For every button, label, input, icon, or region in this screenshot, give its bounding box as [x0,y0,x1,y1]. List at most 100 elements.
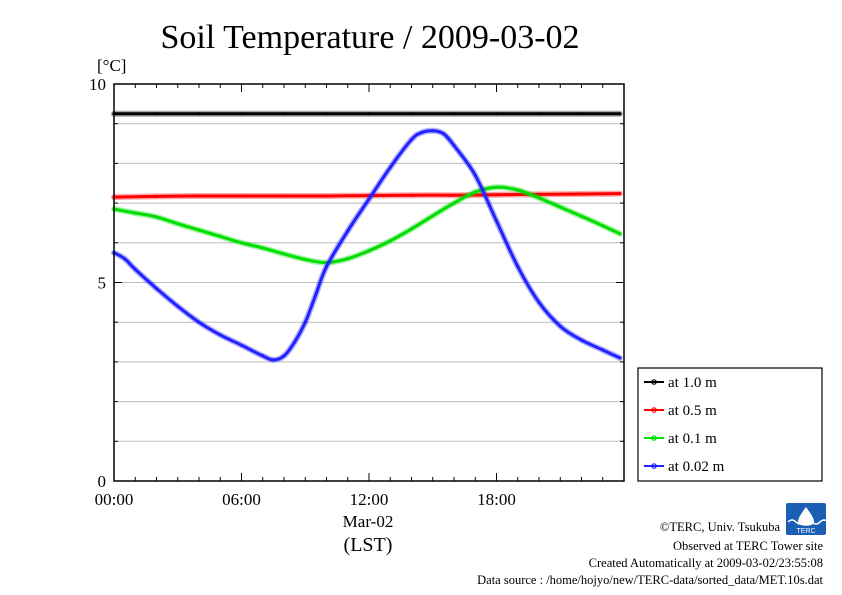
data-point [452,193,456,197]
data-point [579,112,584,116]
data-point [367,197,371,201]
data-point [154,286,159,291]
data-point [558,324,562,328]
data-point [239,343,244,347]
data-point [409,227,414,231]
data-point [324,265,329,269]
data-point [261,246,265,250]
data-point [409,193,414,197]
data-point [324,194,329,198]
legend: at 1.0 m at 0.5 m at 0.1 m at 0.02 m [637,367,823,482]
data-point [579,214,584,218]
series-3 [111,184,623,266]
terc-logo-text: TERC [796,528,815,535]
data-point [409,138,414,142]
series-line [112,129,622,362]
observed-text: Observed at TERC Tower site [673,539,823,553]
data-point [516,265,520,269]
data-point [367,112,371,116]
x-axis-date-label: Mar-02 [343,512,394,531]
legend-box [637,367,823,482]
data-point [197,194,201,198]
data-point [176,222,180,226]
legend-entry: at 0.1 m [644,431,717,447]
y-axis-unit-label: [°C] [97,56,126,75]
data-point [452,112,456,116]
terc-logo: TERC [786,503,829,535]
legend-marker [651,435,657,441]
data-point [494,193,499,197]
data-point [218,333,222,337]
data-point [282,112,286,116]
data-series [111,110,623,363]
legend-marker [651,407,657,413]
data-point [293,340,297,344]
y-tick-label: 10 [89,75,106,94]
series-2 [111,190,623,201]
data-point [303,257,307,262]
data-point [516,188,520,192]
grid-lines [114,123,624,442]
data-point [494,219,499,223]
data-point [154,215,159,219]
data-point [282,354,286,358]
x-tick-label: 06:00 [222,490,261,509]
data-point [324,112,329,116]
data-point [473,190,477,194]
data-point [239,194,244,198]
data-point [601,224,605,228]
data-point [197,112,201,116]
data-point [441,132,445,136]
legend-marker [651,379,657,385]
legend-label: at 0.1 m [668,431,717,447]
data-point [537,112,541,116]
legend-entry: at 1.0 m [644,375,717,391]
data-point [314,292,318,296]
data-point [601,348,605,352]
data-point [579,338,584,342]
data-point [431,214,435,218]
data-point [271,358,275,362]
data-point [388,165,392,169]
x-tick-label: 00:00 [95,490,134,509]
series-1 [111,110,623,117]
data-point [346,229,350,233]
data-point [197,320,201,324]
data-point [218,234,222,238]
data-point [618,112,622,116]
data-point [154,194,159,198]
data-point [618,192,622,196]
data-point [239,112,244,116]
data-point [537,300,541,304]
series-halo [111,127,623,363]
legend-label: at 0.5 m [668,403,717,419]
y-tick-label: 5 [98,274,107,293]
data-point [537,192,541,196]
data-point [494,112,499,116]
y-tick-label: 0 [98,472,107,491]
data-point [473,173,477,177]
data-point [367,249,371,253]
data-point [346,257,350,261]
copyright-text: ©TERC, Univ. Tsukuba [660,520,781,534]
axis-ticks: 0 5 10 00:00 06:00 12:00 18:00 [89,75,625,509]
data-point [154,112,159,116]
data-point [239,241,244,245]
data-point [537,196,541,200]
created-text: Created Automatically at 2009-03-02/23:5… [589,556,823,570]
data-point [282,194,286,198]
data-point [133,211,137,215]
data-point [579,192,584,196]
data-point [261,354,265,358]
data-point [420,130,424,134]
data-point [618,356,622,360]
x-axis-label: (LST) [344,534,393,556]
legend-marker [651,463,657,469]
data-source-text: Data source : /home/hojyo/new/TERC-data/… [477,573,823,587]
data-point [618,232,622,236]
x-tick-label: 12:00 [350,490,389,509]
data-point [133,267,137,271]
data-point [282,252,286,256]
chart-title: Soil Temperature / 2009-03-02 [160,19,579,56]
